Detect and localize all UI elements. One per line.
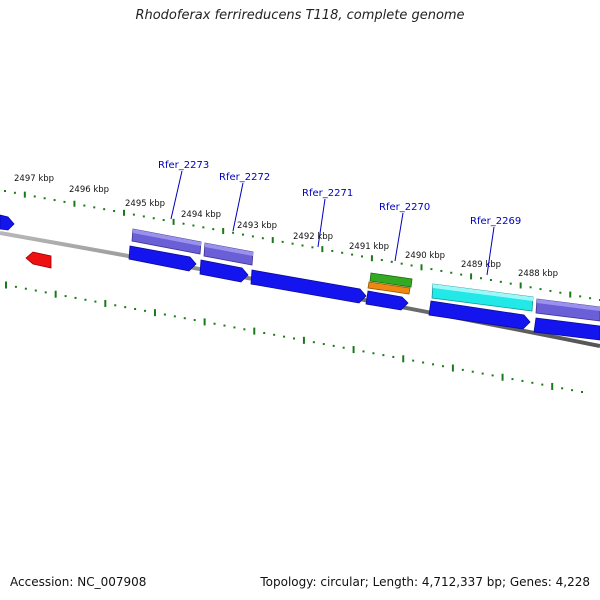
gene-arrow[interactable] [428, 300, 531, 330]
accession-text: Accession: NC_007908 [10, 575, 147, 589]
kbp-label: 2496 kbp [69, 185, 109, 195]
gene-highlight [537, 299, 600, 311]
kbp-label: 2491 kbp [349, 242, 389, 252]
label-leader-line [486, 226, 495, 276]
gene-label-leaders [170, 170, 495, 276]
gene-labels: Rfer_2273 Rfer_2272 Rfer_2271 Rfer_2270 Rfer… [158, 160, 521, 227]
gene-label[interactable]: Rfer_2269 [470, 216, 521, 227]
gene-orange-feature[interactable] [367, 281, 411, 295]
gene-highlight [205, 243, 253, 256]
kbp-label: 2495 kbp [125, 199, 165, 209]
gene-arrow[interactable] [250, 269, 367, 304]
label-leader-line [170, 170, 183, 220]
kbp-label: 2494 kbp [181, 210, 221, 220]
gene-label[interactable]: Rfer_2271 [302, 188, 353, 199]
gene-arrow[interactable] [199, 259, 249, 283]
kbp-label: 2488 kbp [518, 269, 558, 279]
gene-arrow[interactable] [128, 245, 197, 272]
gene-highlight [433, 284, 533, 301]
kbp-label: 2492 kbp [293, 232, 333, 242]
gene-arrow[interactable] [0, 214, 15, 231]
kbp-label: 2489 kbp [461, 260, 501, 270]
gene-arrow[interactable] [365, 290, 409, 311]
kbp-label: 2493 kbp [237, 221, 277, 231]
label-leader-line [232, 182, 244, 232]
gene-highlight [133, 229, 201, 246]
kbp-label: 2497 kbp [14, 174, 54, 184]
gene-label[interactable]: Rfer_2273 [158, 160, 209, 171]
gene-arrow[interactable] [533, 317, 600, 341]
gene-rfer-2270-feature[interactable] [369, 272, 413, 288]
kbp-label: 2490 kbp [405, 251, 445, 261]
gene-features [0, 214, 600, 341]
gene-label[interactable]: Rfer_2270 [379, 202, 430, 213]
kbp-labels: 2497 kbp 2496 kbp 2495 kbp 2494 kbp 2493 kbp… [14, 174, 558, 279]
inner-tick-ring [5, 281, 583, 393]
outer-tick-ring [4, 190, 600, 301]
label-leader-line [394, 212, 404, 262]
genome-summary-text: Topology: circular; Length: 4,712,337 bp… [260, 575, 590, 589]
gene-red-feature[interactable] [25, 251, 52, 269]
gene-label[interactable]: Rfer_2272 [219, 172, 270, 183]
map-title: Rhodoferax ferrireducens T118, complete … [135, 8, 465, 23]
label-leader-line [317, 198, 326, 248]
